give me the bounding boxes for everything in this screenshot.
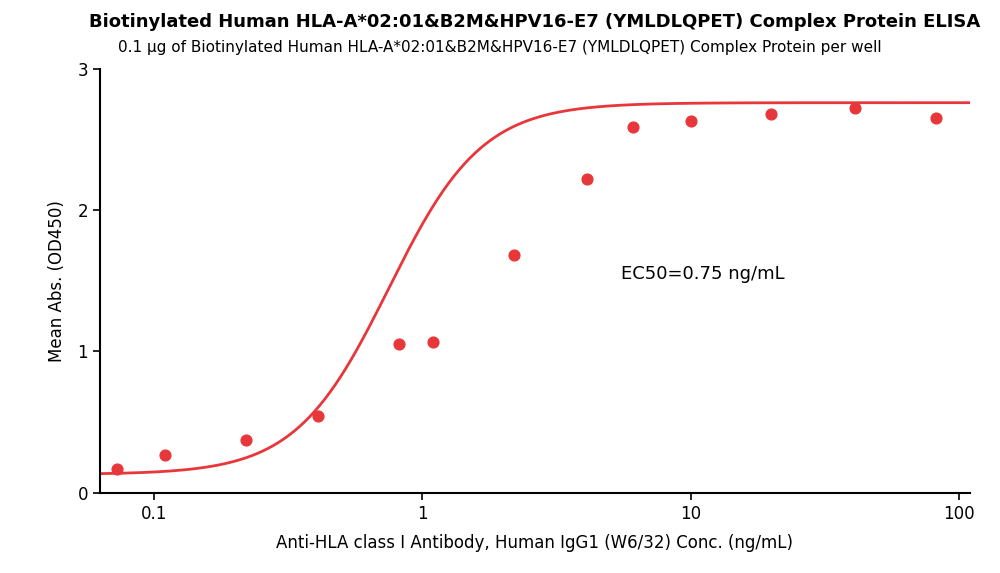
Title: Biotinylated Human HLA-A*02:01&B2M&HPV16-E7 (YMLDLQPET) Complex Protein ELISA: Biotinylated Human HLA-A*02:01&B2M&HPV16… xyxy=(89,13,981,31)
Point xyxy=(391,340,407,349)
Y-axis label: Mean Abs. (OD450): Mean Abs. (OD450) xyxy=(48,200,66,362)
X-axis label: Anti-HLA class I Antibody, Human IgG1 (W6/32) Conc. (ng/mL): Anti-HLA class I Antibody, Human IgG1 (W… xyxy=(276,533,794,552)
Point xyxy=(683,116,699,125)
Point xyxy=(506,251,522,260)
Point xyxy=(310,412,326,421)
Point xyxy=(109,464,125,473)
Text: EC50=0.75 ng/mL: EC50=0.75 ng/mL xyxy=(621,265,784,282)
Point xyxy=(238,436,254,445)
Point xyxy=(157,450,173,459)
Point xyxy=(763,109,779,119)
Point xyxy=(847,104,863,113)
Text: 0.1 μg of Biotinylated Human HLA-A*02:01&B2M&HPV16-E7 (YMLDLQPET) Complex Protei: 0.1 μg of Biotinylated Human HLA-A*02:01… xyxy=(118,40,882,55)
Point xyxy=(928,113,944,123)
Point xyxy=(625,122,641,131)
Point xyxy=(579,174,595,183)
Point xyxy=(425,337,441,346)
